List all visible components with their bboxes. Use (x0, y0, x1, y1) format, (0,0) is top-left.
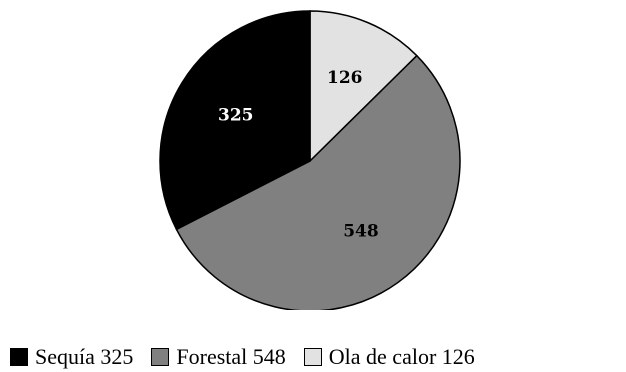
slice-value-label-2: 325 (218, 106, 254, 126)
pie-slice-1 (175, 54, 461, 310)
legend-label: Ola de calor 126 (328, 344, 475, 369)
legend-label: Sequía 325 (35, 344, 134, 369)
legend-swatch (303, 348, 322, 366)
pie-slice-2 (159, 10, 311, 231)
legend-label: Forestal 548 (176, 344, 286, 369)
slice-value-label-1: 548 (343, 222, 379, 242)
legend-item-1: Forestal 548 (151, 344, 286, 370)
pie-slice-0 (309, 10, 418, 163)
legend-swatch (151, 348, 170, 366)
legend: Sequía 325 Forestal 548 Ola de calor 126 (10, 343, 493, 371)
legend-item-2: Ola de calor 126 (303, 344, 475, 370)
slice-value-label-0: 126 (327, 68, 363, 88)
legend-swatch (10, 348, 28, 366)
pie-chart: 126 548 325 (159, 10, 461, 310)
legend-item-0: Sequía 325 (10, 344, 133, 370)
